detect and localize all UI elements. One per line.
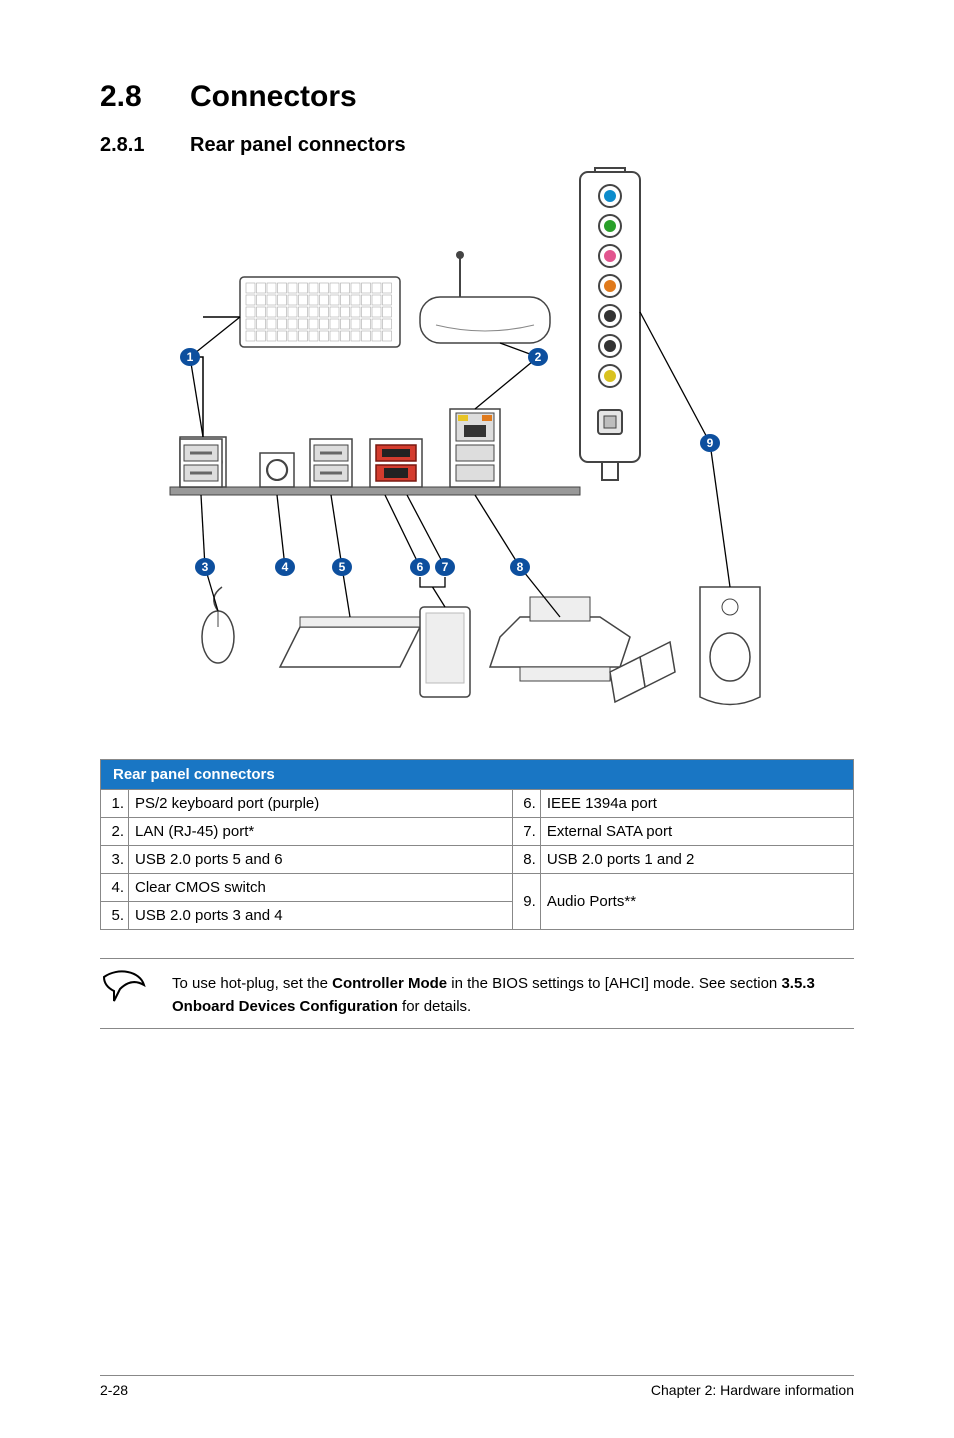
note-icon (100, 969, 148, 1010)
table-cell: 4. (101, 874, 129, 902)
note-bold1: Controller Mode (332, 975, 447, 992)
subsection-number: 2.8.1 (100, 134, 190, 157)
table-cell: 7. (512, 818, 540, 846)
svg-text:2: 2 (535, 350, 542, 364)
table-row: 1.PS/2 keyboard port (purple)6.IEEE 1394… (101, 790, 854, 818)
note-mid: in the BIOS settings to [AHCI] mode. See… (447, 975, 781, 992)
svg-text:8: 8 (517, 560, 524, 574)
subsection-title-text: Rear panel connectors (190, 134, 406, 156)
footer-page-number: 2-28 (100, 1382, 128, 1398)
note-text: To use hot-plug, set the Controller Mode… (172, 969, 854, 1018)
svg-text:7: 7 (442, 560, 449, 574)
table-row: 3.USB 2.0 ports 5 and 68.USB 2.0 ports 1… (101, 846, 854, 874)
table-cell: 6. (512, 790, 540, 818)
svg-text:3: 3 (202, 560, 209, 574)
section-title-text: Connectors (190, 80, 357, 113)
table-row: 4.Clear CMOS switch9.Audio Ports** (101, 874, 854, 902)
table-cell: Clear CMOS switch (129, 874, 513, 902)
page-footer: 2-28 Chapter 2: Hardware information (100, 1375, 854, 1398)
table-row: 2.LAN (RJ-45) port*7.External SATA port (101, 818, 854, 846)
table-cell: PS/2 keyboard port (purple) (129, 790, 513, 818)
table-cell: 3. (101, 846, 129, 874)
svg-text:9: 9 (707, 436, 714, 450)
note-suffix: for details. (398, 998, 471, 1015)
svg-text:5: 5 (339, 560, 346, 574)
table-cell: 9. (512, 874, 540, 930)
table-header: Rear panel connectors (101, 760, 854, 790)
section-number: 2.8 (100, 80, 190, 114)
note-box: To use hot-plug, set the Controller Mode… (100, 958, 854, 1029)
table-cell: 8. (512, 846, 540, 874)
svg-text:6: 6 (417, 560, 424, 574)
svg-text:4: 4 (282, 560, 289, 574)
table-cell: LAN (RJ-45) port* (129, 818, 513, 846)
table-cell: USB 2.0 ports 1 and 2 (540, 846, 853, 874)
table-cell: USB 2.0 ports 5 and 6 (129, 846, 513, 874)
table-cell: Audio Ports** (540, 874, 853, 930)
note-prefix: To use hot-plug, set the (172, 975, 332, 992)
table-cell: USB 2.0 ports 3 and 4 (129, 902, 513, 930)
svg-text:1: 1 (187, 350, 194, 364)
table-cell: IEEE 1394a port (540, 790, 853, 818)
table-cell: External SATA port (540, 818, 853, 846)
table-cell: 2. (101, 818, 129, 846)
connectors-table: Rear panel connectors 1.PS/2 keyboard po… (100, 759, 854, 930)
rear-panel-diagram: 1 2 3 4 5 6 7 8 9 (100, 167, 854, 747)
section-title: 2.8Connectors (100, 80, 854, 114)
subsection-title: 2.8.1Rear panel connectors (100, 134, 854, 157)
table-cell: 1. (101, 790, 129, 818)
footer-chapter: Chapter 2: Hardware information (651, 1382, 854, 1398)
table-cell: 5. (101, 902, 129, 930)
